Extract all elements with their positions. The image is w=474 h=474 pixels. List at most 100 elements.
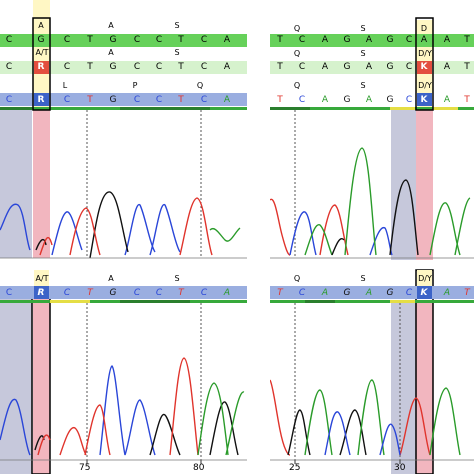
base: G — [343, 35, 351, 45]
base: G — [386, 95, 394, 105]
left-panel-svg — [0, 0, 247, 474]
base: T — [87, 288, 93, 298]
blue-box-mid — [34, 286, 49, 299]
base: G — [343, 62, 351, 72]
base: C — [405, 288, 413, 298]
base: K — [420, 288, 428, 298]
aa: S — [360, 274, 366, 283]
aa: S — [360, 49, 366, 58]
red-box-top — [34, 61, 49, 74]
aa: S — [174, 48, 180, 57]
base: A — [365, 288, 373, 298]
base: A — [443, 288, 451, 298]
base: T — [178, 62, 184, 72]
top-pale-band — [0, 61, 247, 74]
base: C — [63, 288, 71, 298]
left-row-aa3: L P Q — [0, 79, 247, 93]
right-row-seq1: T C A G A G C A A T — [270, 33, 474, 47]
base: A — [443, 62, 451, 72]
tick-label: 80 — [193, 463, 205, 473]
aa: S — [174, 21, 180, 30]
base: A — [365, 62, 373, 72]
left-panel: A A S C G C T G C C T C A A/T A S C R C … — [0, 0, 247, 474]
aa: P — [132, 81, 138, 90]
right-row-seq2: T C A G A G C K A T — [270, 60, 474, 74]
cream-mid — [417, 270, 432, 286]
base: T — [464, 35, 470, 45]
base: C — [298, 62, 306, 72]
base: C — [63, 35, 71, 45]
base: A — [321, 35, 329, 45]
right-top-traces — [270, 147, 471, 256]
right-row-seq3: T C A G A G C K A T — [270, 93, 474, 107]
left-row-aa2: A/T A S — [0, 46, 247, 60]
aa: Q — [293, 49, 301, 58]
aa: S — [174, 274, 180, 283]
base: C — [298, 288, 306, 298]
base: C — [63, 62, 71, 72]
base: C — [155, 35, 163, 45]
left-top-traces — [0, 191, 241, 259]
base: C — [200, 35, 208, 45]
aa: Q — [293, 274, 301, 283]
right-bottom-traces — [270, 379, 461, 456]
base: T — [87, 62, 93, 72]
tick-label: 75 — [79, 463, 91, 473]
base: A — [321, 288, 329, 298]
aa: A/T — [35, 48, 49, 57]
base: C — [200, 95, 208, 105]
left-row-seq3: C R C T G C C T C A — [0, 93, 247, 107]
base: T — [178, 288, 184, 298]
base: C — [405, 95, 413, 105]
base: G — [386, 35, 394, 45]
base: T — [464, 62, 470, 72]
right-bottom-seq: T C A G A G C K A T — [270, 286, 474, 300]
tick-label: 30 — [394, 463, 406, 473]
base: A — [365, 95, 373, 105]
base: C — [63, 95, 71, 105]
base: C — [155, 95, 163, 105]
base: T — [178, 35, 184, 45]
left-row-seq2: C R C T G C C T C A — [0, 60, 247, 74]
aa: A — [108, 48, 114, 57]
base: A — [443, 95, 451, 105]
base: A — [365, 35, 373, 45]
pink-shade — [416, 110, 433, 260]
base: T — [87, 95, 93, 105]
base: T — [277, 95, 283, 105]
base: A — [321, 62, 329, 72]
base: C — [133, 95, 141, 105]
panel-gap — [247, 0, 270, 474]
left-bottom-traces — [0, 357, 245, 456]
blue-box-top — [34, 93, 49, 106]
right-bottom-aa: Q S D/Y — [270, 272, 474, 286]
aa: L — [62, 81, 68, 90]
left-bottom-aa: A/T A S — [0, 272, 247, 286]
left-bottom-seq: C R C T G C C T C A — [0, 286, 247, 300]
blue-box-top — [417, 93, 432, 106]
aa: Q — [196, 81, 204, 90]
base: C — [133, 35, 141, 45]
tick-label: 25 — [289, 463, 301, 473]
base: T — [464, 288, 470, 298]
right-row-aa1: Q S D — [270, 22, 474, 36]
base: G — [109, 35, 117, 45]
base: A — [420, 35, 428, 45]
top-green-band — [270, 34, 474, 47]
base: G — [109, 62, 117, 72]
top-blue-band — [0, 93, 247, 106]
base: G — [386, 288, 394, 298]
base: C — [5, 288, 13, 298]
base: C — [5, 95, 13, 105]
base: C — [5, 35, 13, 45]
top-green-band — [0, 34, 247, 47]
blue-box-mid — [417, 286, 432, 299]
base: C — [298, 35, 306, 45]
left-row-aa1: A A S — [0, 19, 247, 33]
cream-column — [33, 0, 50, 110]
mid-blue-band — [0, 286, 247, 299]
base: C — [405, 62, 413, 72]
base: G — [37, 35, 45, 45]
base: G — [343, 288, 351, 298]
selection-outline-top — [415, 17, 434, 111]
